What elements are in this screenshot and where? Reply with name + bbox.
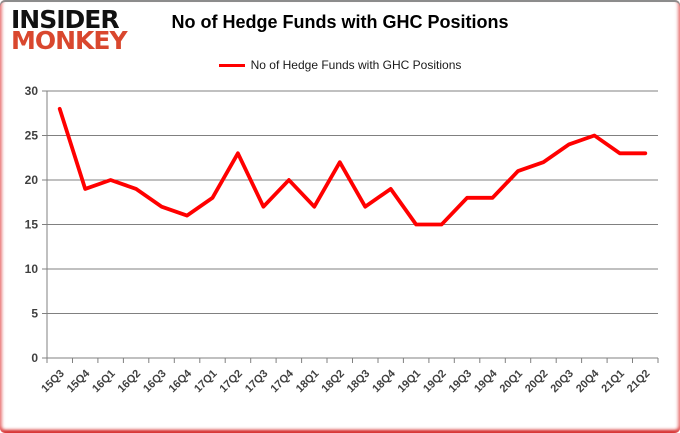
x-tick-label: 18Q1	[294, 368, 322, 396]
x-tick-label: 19Q4	[472, 367, 500, 395]
x-tick-label: 17Q1	[192, 368, 220, 396]
x-tick-label: 18Q4	[370, 367, 398, 395]
x-tick-label: 20Q3	[548, 368, 576, 396]
x-tick-label: 20Q4	[574, 367, 602, 395]
y-tick-label: 15	[25, 218, 39, 232]
x-tick-label: 17Q3	[243, 368, 271, 396]
insider-monkey-logo: INSIDER MONKEY	[11, 5, 128, 55]
x-tick-label: 15Q3	[39, 368, 67, 396]
x-tick-label: 18Q3	[345, 368, 373, 396]
x-tick-label: 19Q3	[447, 368, 475, 396]
x-tick-label: 16Q3	[141, 368, 169, 396]
y-tick-label: 30	[25, 84, 39, 98]
logo-text-insider: INSIDER	[11, 5, 120, 34]
y-tick-label: 25	[25, 129, 39, 143]
x-tick-label: 16Q2	[116, 368, 144, 396]
y-tick-label: 10	[25, 262, 39, 276]
x-tick-label: 18Q2	[319, 368, 347, 396]
x-tick-label: 17Q2	[217, 368, 245, 396]
legend-line-swatch	[218, 63, 245, 67]
y-tick-label: 0	[31, 351, 38, 365]
legend: No of Hedge Funds with GHC Positions	[0, 58, 680, 72]
x-tick-label: 21Q2	[625, 368, 653, 396]
x-tick-label: 17Q4	[268, 367, 296, 395]
y-tick-label: 20	[25, 173, 39, 187]
x-tick-label: 20Q1	[498, 368, 526, 396]
x-tick-label: 16Q1	[90, 368, 118, 396]
data-line	[57, 106, 648, 227]
x-tick-label: 15Q4	[65, 367, 93, 395]
x-tick-label: 21Q1	[599, 368, 627, 396]
x-tick-label: 19Q1	[396, 368, 424, 396]
logo-text-monkey: MONKEY	[11, 26, 128, 55]
y-tick-label: 5	[31, 307, 38, 321]
x-tick-label: 19Q2	[421, 368, 449, 396]
chart-title: No of Hedge Funds with GHC Positions	[171, 12, 509, 32]
x-tick-label: 20Q2	[523, 368, 551, 396]
x-tick-label: 16Q4	[167, 367, 195, 395]
legend-label: No of Hedge Funds with GHC Positions	[250, 58, 462, 72]
